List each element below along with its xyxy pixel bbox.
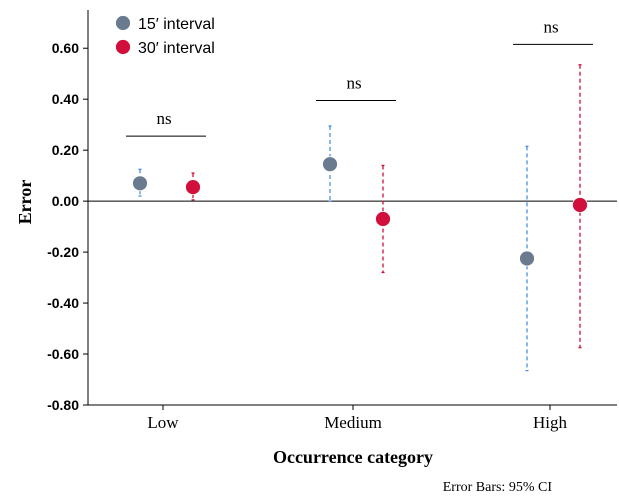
y-tick-label: -0.20 xyxy=(47,244,79,260)
y-tick-label: -0.40 xyxy=(47,295,79,311)
annotation-layer: ns ns ns xyxy=(126,17,593,137)
legend-label-15: 15′ interval xyxy=(138,16,215,33)
data-point-30-high xyxy=(572,197,588,213)
y-tick-label: 0.60 xyxy=(52,40,79,56)
legend-marker-15 xyxy=(115,15,131,31)
significance-label: ns xyxy=(543,17,558,36)
marks-layer xyxy=(132,64,588,372)
x-axis-title: Occurrence category xyxy=(273,447,433,467)
legend: 15′ interval 30′ interval xyxy=(115,15,215,57)
y-tick-label: 0.20 xyxy=(52,142,79,158)
data-point-30-medium xyxy=(375,211,391,227)
data-point-15-medium xyxy=(322,156,338,173)
y-tick-label: 0.40 xyxy=(52,91,79,107)
y-tick-label: 0.00 xyxy=(52,193,79,209)
x-tick-label-medium: Medium xyxy=(324,413,382,432)
y-tick-label: -0.80 xyxy=(47,397,79,413)
significance-label: ns xyxy=(156,109,171,128)
legend-label-30: 30′ interval xyxy=(138,40,215,57)
x-tick-label-low: Low xyxy=(147,413,179,432)
x-tick-label-high: High xyxy=(533,413,568,432)
y-axis-title: Error xyxy=(15,180,35,225)
axes-layer: -0.80 -0.60 -0.40 -0.20 0.00 0.20 0.40 0.60 Low M… xyxy=(47,10,617,432)
y-tick-label: -0.60 xyxy=(47,346,79,362)
legend-marker-30 xyxy=(115,39,131,55)
significance-label: ns xyxy=(346,73,361,92)
data-point-15-low xyxy=(132,175,148,192)
data-point-30-low xyxy=(185,179,201,196)
data-point-15-high xyxy=(519,250,535,267)
error-bars-footnote: Error Bars: 95% CI xyxy=(443,480,553,495)
